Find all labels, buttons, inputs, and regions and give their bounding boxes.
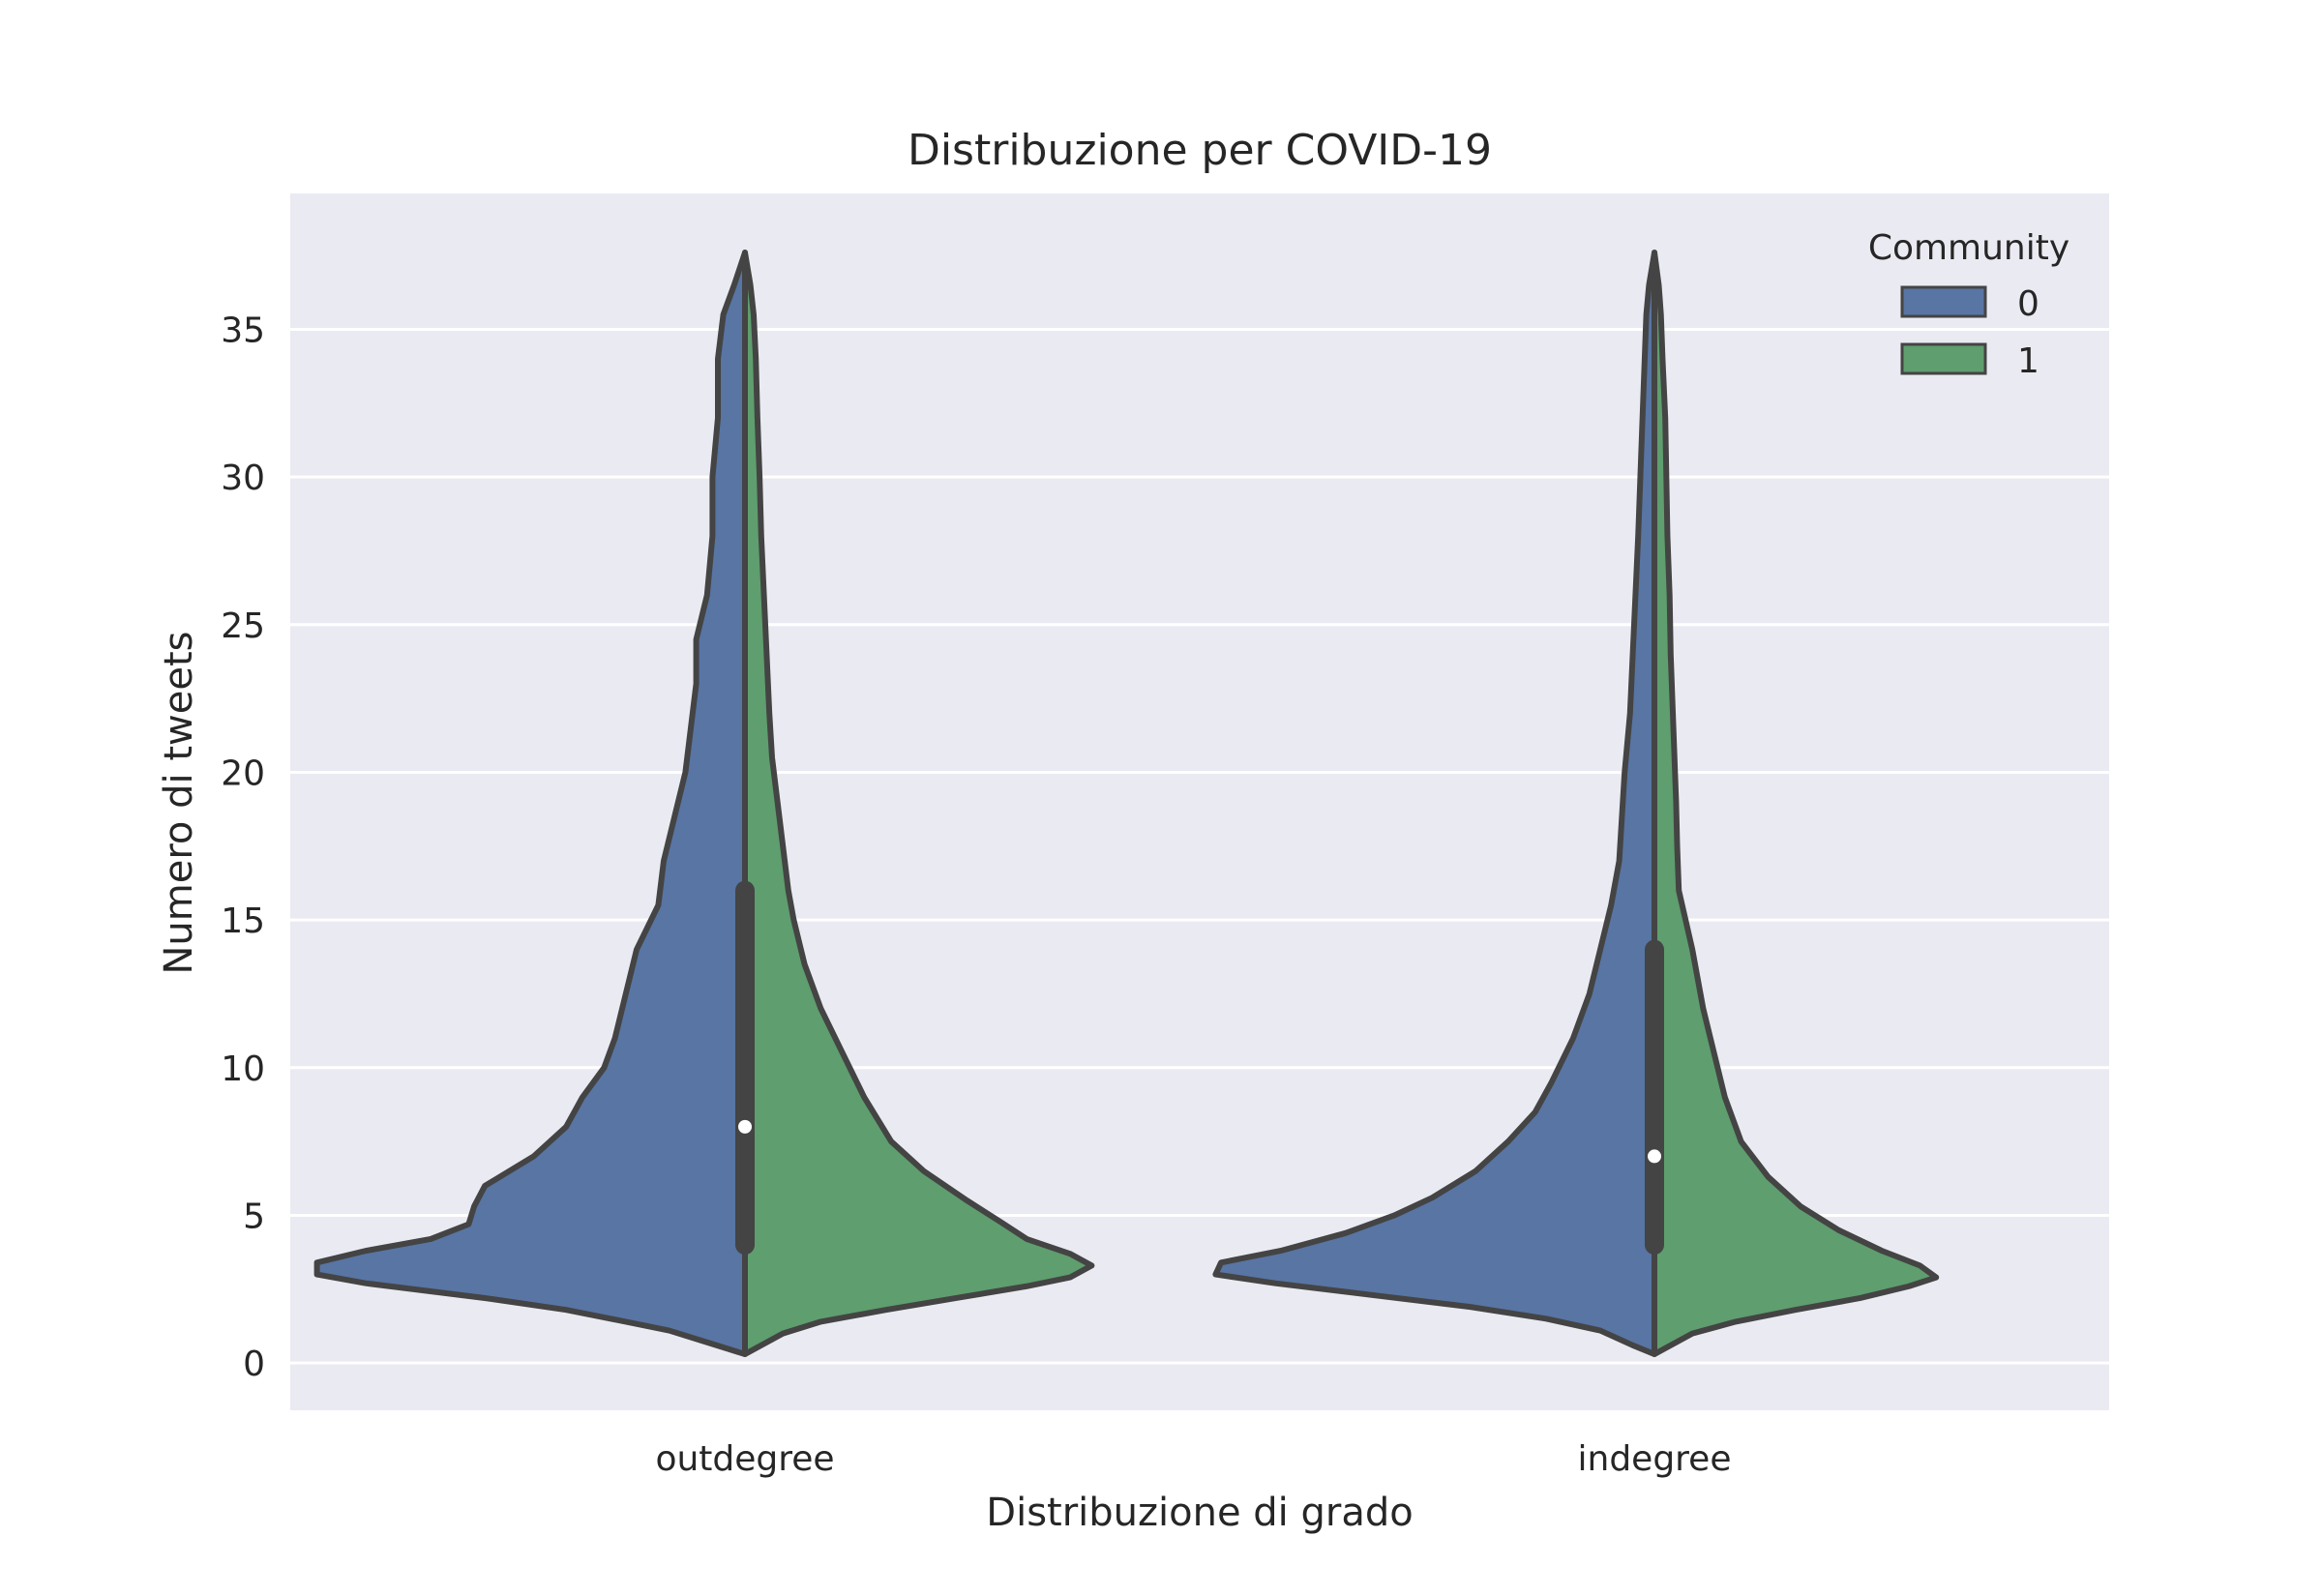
y-axis-label: Numero di tweets [157,632,201,975]
x-axis-label: Distribuzione di grado [986,1491,1413,1535]
chart-title: Distribuzione per COVID-19 [908,126,1492,175]
legend-entry-0: 0 [2017,284,2039,324]
y-tick-label: 30 [221,458,265,498]
x-tick-label: outdegree [655,1439,834,1479]
violin-half-community-0 [313,250,748,1357]
x-tick-label: indegree [1578,1439,1732,1479]
violin-median-marker [738,1119,752,1134]
legend-title: Community [1868,228,2069,268]
x-axis-ticks: outdegree indegree [655,1439,1731,1479]
legend-swatch-0 [1900,285,1987,318]
y-tick-label: 5 [243,1197,265,1236]
y-axis-ticks: 0 5 10 15 20 25 30 35 [221,310,265,1384]
legend-swatch-1 [1900,342,1987,375]
violin-median-marker [1648,1149,1661,1164]
violin-half-community-1 [1652,250,1940,1357]
y-tick-label: 0 [243,1345,265,1384]
y-tick-label: 10 [221,1049,265,1089]
y-tick-label: 20 [221,754,265,793]
legend: Community 0 1 [1868,228,2069,381]
y-tick-label: 35 [221,310,265,350]
y-tick-label: 25 [221,606,265,646]
y-tick-label: 15 [221,901,265,941]
violin-half-community-0 [1212,250,1657,1357]
violin-half-community-1 [742,250,1095,1357]
violins [313,250,1940,1357]
legend-entry-1: 1 [2017,341,2039,381]
